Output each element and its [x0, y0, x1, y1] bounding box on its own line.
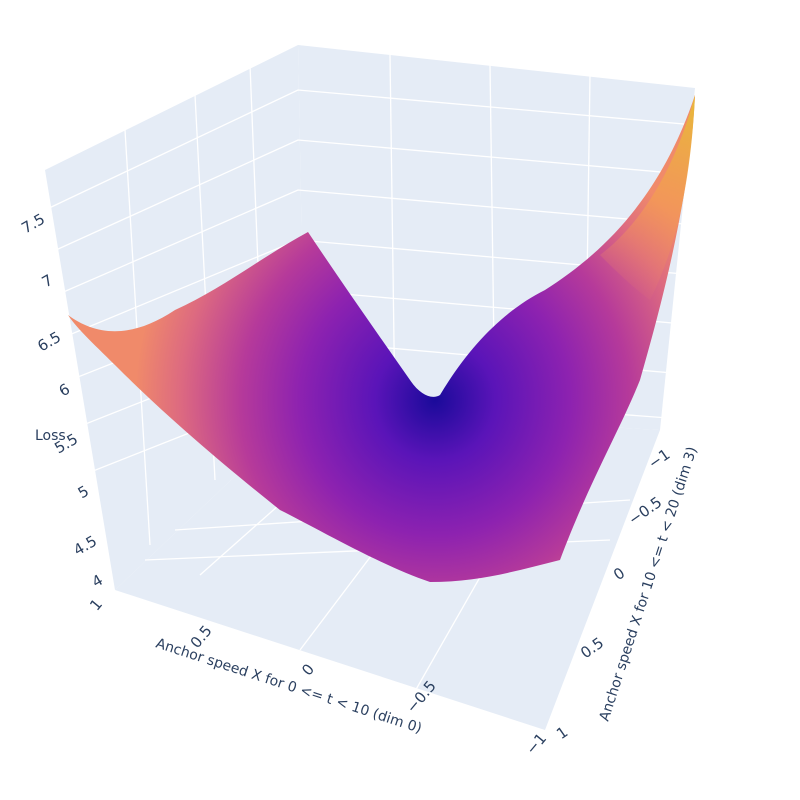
- z-tick-label: 5: [75, 482, 92, 502]
- loss-surface-peak: [600, 95, 695, 300]
- y-tick-label: 1: [553, 723, 571, 743]
- z-tick-label: 7.5: [18, 210, 48, 238]
- z-tick-label: 6.5: [34, 328, 64, 356]
- y-tick-label: 0: [610, 564, 628, 584]
- loss-surface[interactable]: [68, 95, 695, 582]
- z-tick-label: 4: [89, 571, 106, 591]
- z-tick-label: 7: [39, 271, 56, 291]
- z-axis-title: Loss: [35, 428, 66, 444]
- y-tick-label: 0.5: [577, 634, 607, 662]
- x-tick-label: 0: [298, 660, 318, 679]
- z-tick-label: 6: [56, 380, 73, 400]
- x-tick-label: 1: [86, 595, 106, 614]
- z-tick-label: 4.5: [70, 532, 100, 560]
- x-tick-label: −1: [522, 730, 550, 759]
